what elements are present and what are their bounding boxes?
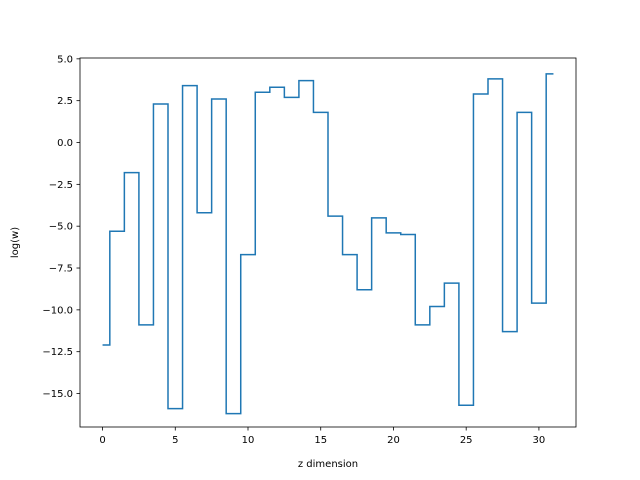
y-tick-label: −7.5 — [49, 264, 73, 275]
y-axis-label: log(w) — [10, 227, 21, 258]
axis-ticks: 0 5 10 15 20 25 30 −15.0 −12.5 −10.0 −7.5 −5.0 −2.5 0… — [42, 54, 545, 446]
x-tick-label: 10 — [242, 435, 255, 446]
axes-frame — [79, 57, 577, 428]
x-tick-label: 30 — [533, 435, 546, 446]
y-tick-label: 2.5 — [57, 96, 73, 107]
y-tick-label: −12.5 — [42, 347, 73, 358]
x-tick-label: 20 — [387, 435, 400, 446]
x-tick-label: 0 — [99, 435, 105, 446]
y-tick-label: 5.0 — [57, 54, 73, 65]
x-tick-label: 15 — [314, 435, 327, 446]
y-tick-label: −15.0 — [42, 389, 73, 400]
x-tick-label: 25 — [460, 435, 473, 446]
plot-area — [79, 57, 577, 428]
y-tick-label: −10.0 — [42, 305, 73, 316]
x-tick-label: 5 — [172, 435, 178, 446]
y-tick-label: 0.0 — [57, 138, 73, 149]
y-tick-label: −5.0 — [49, 222, 73, 233]
y-tick-label: −2.5 — [49, 180, 73, 191]
x-axis-label: z dimension — [298, 459, 358, 470]
series-line-0 — [102, 73, 554, 415]
